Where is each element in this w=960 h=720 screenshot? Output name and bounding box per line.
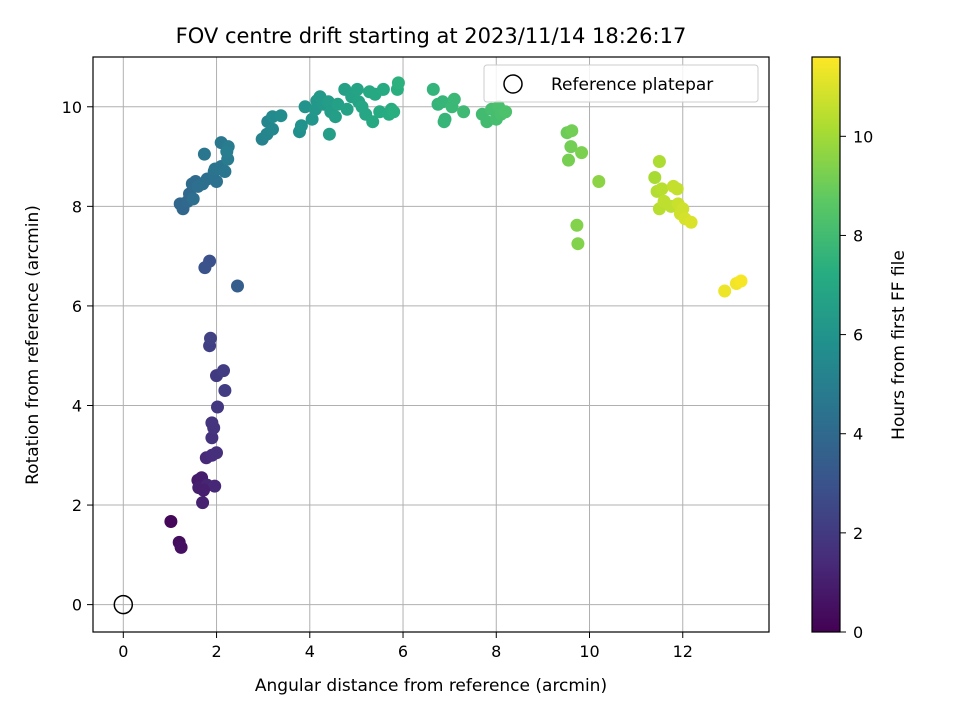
- data-point: [197, 483, 210, 497]
- data-point: [210, 446, 223, 460]
- data-point: [575, 146, 589, 160]
- data-point: [734, 274, 748, 288]
- data-point: [592, 175, 606, 188]
- data-point: [204, 331, 217, 345]
- colorbar-frame: [811, 56, 841, 633]
- y-tick-label: 2: [72, 496, 82, 515]
- y-tick-label: 10: [62, 98, 82, 117]
- grid-lines: [93, 57, 769, 632]
- data-point: [218, 384, 232, 397]
- data-point: [220, 145, 234, 159]
- data-point: [322, 127, 336, 141]
- y-tick-label: 6: [72, 297, 82, 316]
- data-point: [676, 202, 690, 216]
- colorbar-tick-label: 8: [853, 226, 863, 245]
- data-point: [670, 182, 684, 196]
- data-point: [426, 82, 440, 96]
- plot-frame: [92, 56, 770, 633]
- data-point: [305, 112, 319, 126]
- reference-marker: [113, 594, 134, 615]
- data-point: [652, 155, 666, 168]
- colorbar-ticks: 0 2 4 6 8 10: [840, 127, 873, 642]
- colorbar-gradient: [812, 57, 840, 632]
- data-point: [210, 175, 223, 188]
- data-point: [366, 115, 380, 129]
- y-tick-label: 8: [72, 197, 82, 216]
- data-point: [198, 261, 212, 275]
- data-point: [328, 110, 342, 124]
- y-axis-label: Rotation from reference (arcmin): [23, 205, 43, 485]
- scatter-points: [164, 76, 748, 554]
- data-point: [387, 105, 401, 119]
- data-point: [274, 109, 288, 123]
- data-point: [218, 165, 232, 178]
- colorbar: 0 2 4 6 8 10 Hours from first FF file: [811, 56, 909, 642]
- data-point: [205, 431, 219, 445]
- legend-marker: [503, 74, 523, 94]
- legend: Reference platepar: [483, 64, 759, 103]
- data-point: [570, 218, 584, 232]
- x-tick-label: 12: [673, 642, 693, 661]
- x-tick-label: 4: [305, 642, 315, 661]
- data-point: [217, 364, 230, 378]
- data-point: [655, 182, 669, 196]
- data-point: [298, 100, 312, 114]
- data-point: [197, 147, 211, 161]
- data-point: [208, 479, 222, 493]
- data-point: [231, 279, 244, 293]
- data-point: [391, 76, 405, 90]
- colorbar-tick-label: 10: [853, 127, 873, 146]
- colorbar-label: Hours from first FF file: [889, 250, 909, 440]
- x-tick-label: 2: [211, 642, 221, 661]
- y-tick-label: 0: [72, 596, 82, 615]
- data-point: [437, 115, 451, 129]
- y-tick-label: 4: [72, 396, 82, 415]
- data-point: [205, 416, 219, 430]
- data-point: [164, 515, 178, 528]
- data-point: [499, 105, 513, 119]
- data-point: [447, 92, 461, 106]
- colorbar-tick-label: 4: [853, 425, 863, 444]
- data-point: [294, 119, 308, 133]
- data-point: [196, 496, 210, 510]
- x-axis-ticks: 0 2 4 6 8 10 12: [118, 632, 693, 661]
- legend-box: [483, 64, 759, 103]
- data-point: [457, 105, 471, 119]
- y-axis-ticks: 0 2 4 6 8 10: [62, 98, 93, 615]
- data-point: [174, 540, 188, 554]
- plot-area: 0 2 4 6 8 10 12 0 2 4 6 8 10: [62, 56, 770, 661]
- data-point: [211, 400, 224, 414]
- x-tick-label: 6: [398, 642, 408, 661]
- legend-entry: Reference platepar: [551, 75, 713, 95]
- x-axis-label: Angular distance from reference (arcmin): [255, 676, 607, 696]
- colorbar-tick-label: 2: [853, 524, 863, 543]
- chart-title: FOV centre drift starting at 2023/11/14 …: [176, 24, 687, 48]
- data-point: [684, 215, 698, 229]
- colorbar-tick-label: 6: [853, 326, 863, 345]
- x-tick-label: 0: [118, 642, 128, 661]
- data-point: [564, 140, 578, 154]
- data-point: [350, 82, 364, 96]
- data-point: [718, 284, 732, 298]
- data-point: [571, 237, 585, 251]
- x-tick-label: 10: [579, 642, 599, 661]
- data-point: [266, 122, 279, 136]
- data-point: [565, 124, 579, 138]
- data-point: [562, 153, 575, 167]
- x-tick-label: 8: [491, 642, 501, 661]
- data-point: [376, 82, 390, 96]
- data-point: [648, 171, 662, 184]
- colorbar-tick-label: 0: [853, 623, 863, 642]
- data-point: [186, 192, 200, 206]
- data-point: [340, 102, 354, 116]
